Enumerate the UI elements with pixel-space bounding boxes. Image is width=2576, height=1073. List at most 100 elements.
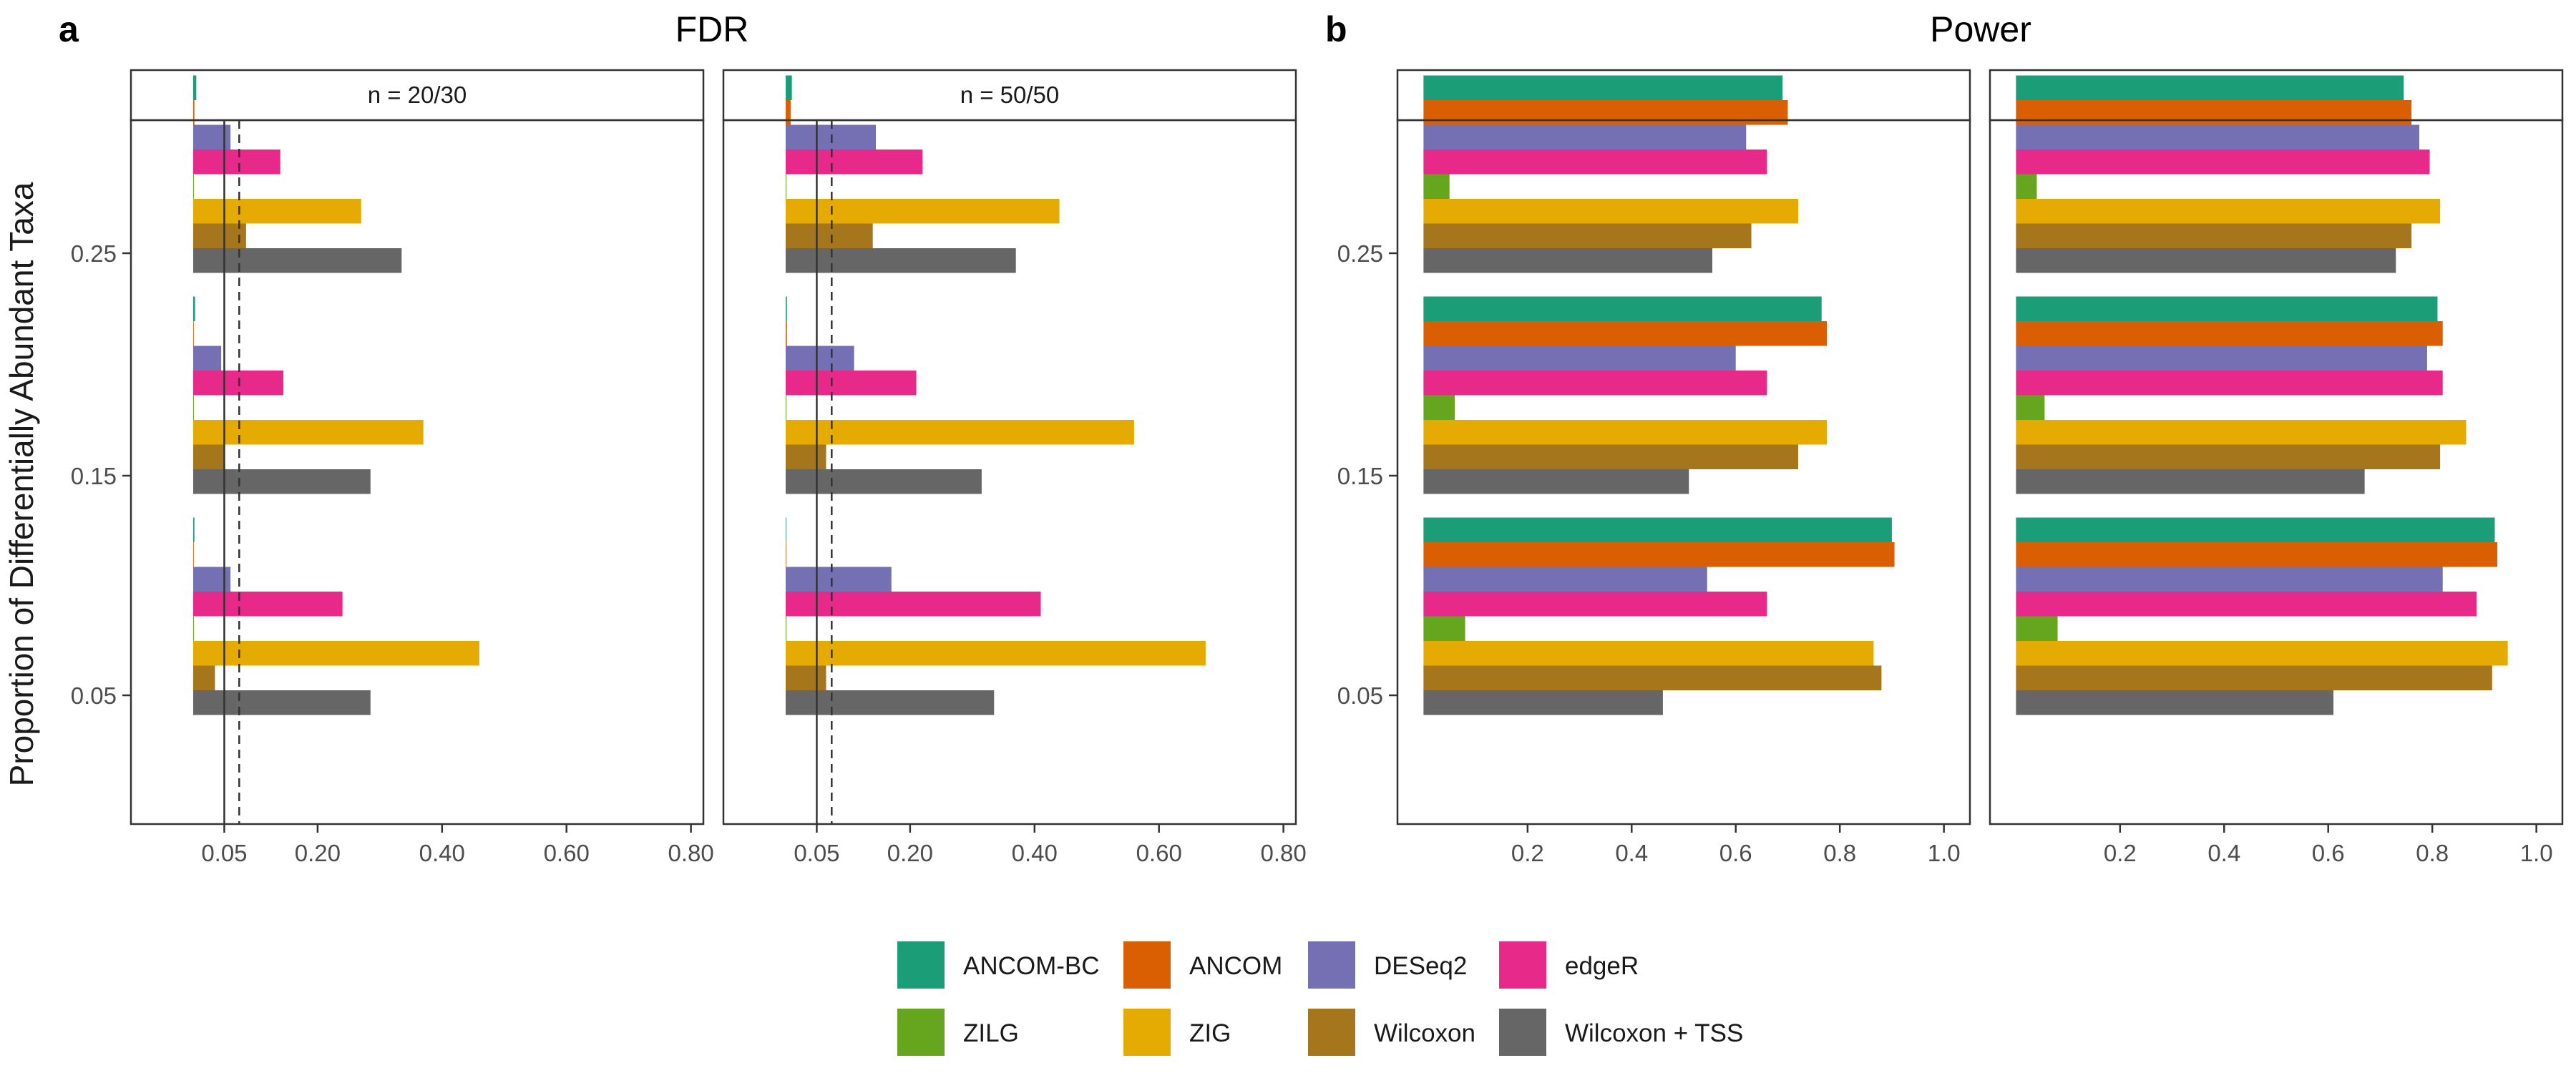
bar-wilcoxon	[1423, 665, 1882, 690]
bar-zilg	[192, 616, 194, 641]
legend-label: Wilcoxon	[1374, 1019, 1475, 1047]
facet-strip-label: n = 20/30	[368, 82, 467, 108]
x-tick-label: 0.8	[1823, 840, 1856, 866]
legend-label: ANCOM	[1189, 952, 1282, 980]
bar-ancom	[785, 100, 791, 125]
legend-swatch	[1499, 941, 1546, 989]
bar-wilcoxon-tss	[785, 690, 995, 715]
bar-wilcoxon-tss	[785, 248, 1016, 273]
bar-edger	[2016, 150, 2430, 175]
legend-item: ANCOM	[1123, 941, 1282, 989]
x-tick-label: 0.20	[295, 840, 341, 866]
bar-ancom-bc	[192, 296, 195, 321]
bar-edger	[785, 150, 923, 175]
facet-strip-label: n = 50/50	[960, 82, 1060, 108]
bar-deseq2	[2016, 124, 2419, 150]
legend-item: ANCOM-BC	[897, 941, 1100, 989]
x-tick-label: 1.0	[2520, 840, 2553, 866]
bar-zig	[2016, 199, 2441, 224]
bar-ancom-bc	[2016, 517, 2495, 542]
bar-wilcoxon-tss	[192, 690, 371, 715]
bar-deseq2	[1423, 346, 1736, 371]
bar-wilcoxon-tss	[1423, 248, 1712, 273]
legend-item: Wilcoxon + TSS	[1499, 1009, 1743, 1056]
bar-wilcoxon	[1423, 444, 1798, 469]
bar-ancom	[785, 321, 787, 346]
bar-zilg	[2016, 616, 2058, 641]
bar-deseq2	[1423, 567, 1707, 592]
bar-edger	[1423, 150, 1767, 175]
legend-item: ZIG	[1123, 1009, 1231, 1056]
bar-wilcoxon-tss	[2016, 248, 2396, 273]
panel-border	[1396, 119, 1971, 825]
bar-ancom	[192, 321, 194, 346]
bar-ancom-bc	[1423, 296, 1822, 321]
bar-zig	[192, 420, 424, 445]
bar-wilcoxon-tss	[192, 248, 402, 273]
legend-item: DESeq2	[1308, 941, 1467, 989]
x-tick-label: 0.20	[887, 840, 933, 866]
bar-wilcoxon-tss	[2016, 690, 2333, 715]
bar-edger	[1423, 592, 1767, 617]
bar-zig	[785, 199, 1060, 224]
bar-zilg	[2016, 174, 2037, 199]
facet-b-n50-50: n = 50/500.20.40.60.81.0	[1989, 69, 2564, 866]
bar-wilcoxon-tss	[785, 469, 982, 494]
bar-edger	[2016, 371, 2443, 396]
bar-deseq2	[2016, 567, 2443, 592]
legend-swatch	[1308, 1009, 1355, 1056]
legend-swatch	[1123, 941, 1171, 989]
bar-wilcoxon	[785, 665, 826, 690]
x-tick-label: 0.80	[1260, 840, 1306, 866]
bar-zig	[192, 641, 479, 666]
x-tick-label: 0.6	[1719, 840, 1752, 866]
bar-edger	[1423, 371, 1767, 396]
bar-edger	[785, 371, 917, 396]
bar-wilcoxon	[2016, 223, 2412, 248]
legend-swatch	[1499, 1009, 1546, 1056]
panel-border	[130, 119, 705, 825]
bar-deseq2	[785, 346, 854, 371]
bar-ancom	[1423, 542, 1895, 567]
y-tick-label: 0.05	[1337, 682, 1383, 709]
bar-zilg	[192, 174, 194, 199]
bar-ancom-bc	[1423, 517, 1892, 542]
bar-ancom-bc	[785, 296, 787, 321]
x-tick-label: 0.05	[201, 840, 247, 866]
x-tick-label: 0.80	[668, 840, 713, 866]
bar-ancom	[192, 542, 194, 567]
bar-edger	[192, 371, 284, 396]
legend-item: ZILG	[897, 1009, 1019, 1056]
legend-swatch	[897, 1009, 945, 1056]
bar-ancom	[2016, 542, 2498, 567]
legend-swatch	[1123, 1009, 1171, 1056]
bar-ancom	[192, 100, 195, 125]
bar-wilcoxon-tss	[192, 469, 371, 494]
bar-zig	[1423, 199, 1798, 224]
bar-edger	[785, 592, 1041, 617]
panel-border	[722, 119, 1297, 825]
bar-zilg	[1423, 616, 1465, 641]
bar-deseq2	[785, 567, 892, 592]
x-tick-label: 0.60	[544, 840, 590, 866]
panel-b-title: Power	[1930, 9, 2031, 49]
bar-ancom	[1423, 100, 1788, 125]
x-tick-label: 0.8	[2416, 840, 2449, 866]
bar-zilg	[192, 395, 194, 420]
legend-label: ZILG	[963, 1019, 1019, 1047]
bar-zig	[1423, 641, 1874, 666]
bar-ancom-bc	[192, 517, 195, 542]
bar-wilcoxon	[192, 223, 246, 248]
facet-a-n20-30: n = 20/30 0.05 0.20 0.40 0.60 0.80 0.05 0.15 0.2…	[71, 69, 714, 866]
bar-ancom-bc	[1423, 75, 1783, 100]
bar-deseq2	[785, 124, 877, 150]
legend-label: edgeR	[1565, 952, 1639, 980]
legend-swatch	[1308, 941, 1355, 989]
bar-ancom	[1423, 321, 1827, 346]
bar-wilcoxon	[192, 665, 215, 690]
x-tick-label: 0.40	[419, 840, 465, 866]
bar-wilcoxon	[2016, 665, 2492, 690]
x-tick-label: 0.05	[794, 840, 839, 866]
y-axis-label: Proportion of Differentially Abundant Ta…	[3, 182, 40, 786]
